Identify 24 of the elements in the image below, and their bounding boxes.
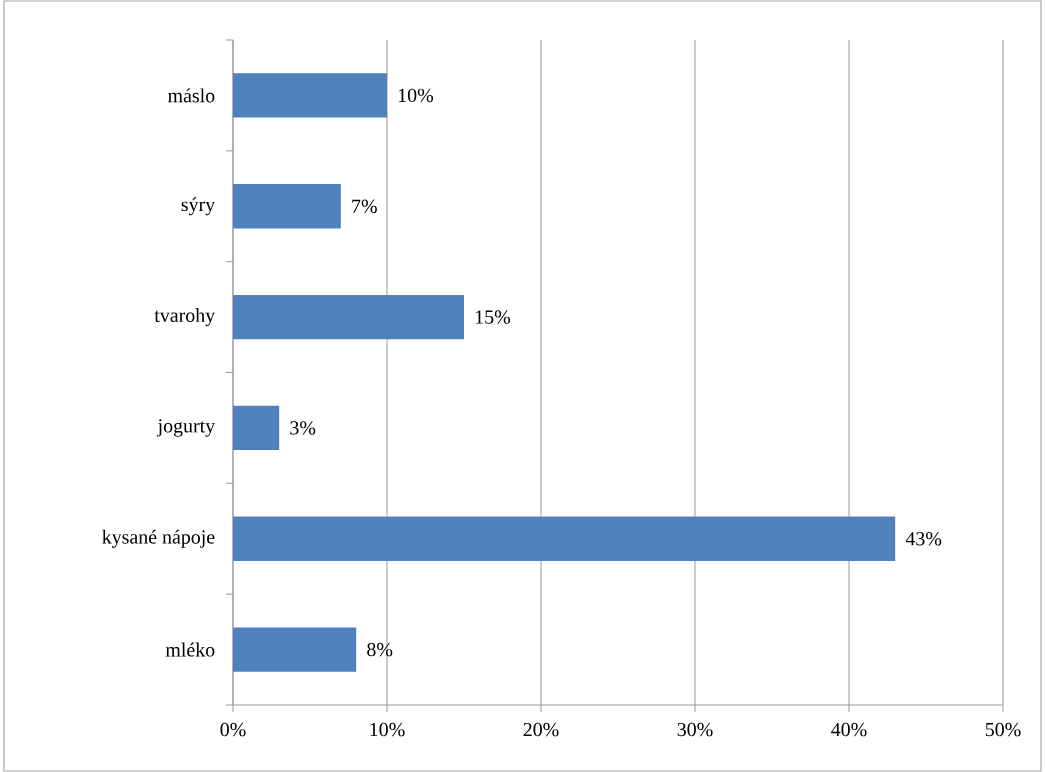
x-tick-label: 0%	[220, 722, 246, 737]
y-tick-label: sýry	[181, 197, 216, 216]
bar	[233, 516, 896, 561]
data-label: 8%	[367, 642, 393, 657]
bar	[233, 73, 387, 118]
x-tick-label: 50%	[985, 722, 1021, 737]
bar	[233, 405, 280, 451]
data-label: 10%	[398, 88, 434, 103]
y-tick-label: máslo	[167, 88, 215, 103]
data-label: 15%	[475, 310, 511, 324]
y-tick-label: mléko	[165, 642, 215, 657]
y-tick-label: kysané nápoje	[102, 529, 215, 548]
bar	[233, 184, 341, 229]
y-tick-label: jogurty	[157, 419, 216, 437]
bar	[233, 627, 357, 672]
y-tick-label: tvarohy	[154, 308, 216, 327]
data-label: 7%	[352, 199, 377, 213]
data-label: 43%	[905, 531, 942, 546]
bar	[233, 294, 464, 340]
data-label: 3%	[290, 421, 316, 435]
x-tick-label: 10%	[370, 722, 405, 737]
x-tick-label: 40%	[831, 722, 867, 737]
x-tick-label: 30%	[677, 722, 713, 737]
x-tick-label: 20%	[523, 722, 559, 737]
